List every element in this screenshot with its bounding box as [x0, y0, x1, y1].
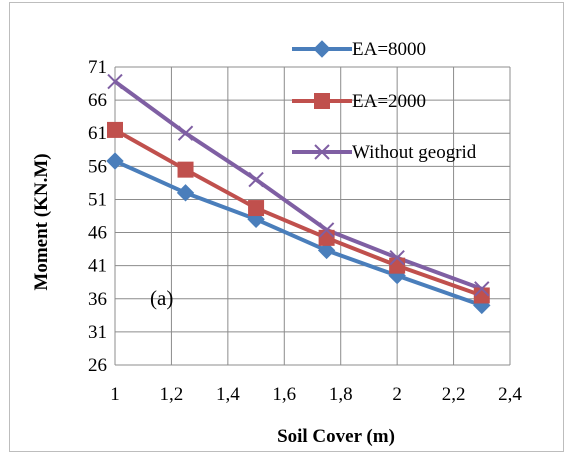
grid-lines: [114, 66, 511, 366]
y-tick-label: 61: [88, 123, 107, 144]
data-point: [474, 281, 490, 297]
legend-label: EA=8000: [352, 39, 426, 60]
y-axis-label: Moment (KN.M): [31, 153, 52, 290]
series-line: [114, 159, 483, 308]
series-markers: [106, 73, 491, 315]
chart-frame: [9, 2, 564, 452]
x-tick-label: 2,2: [442, 384, 466, 405]
y-tick-label: 46: [88, 223, 107, 244]
x-axis-label: Soil Cover (m): [277, 426, 395, 447]
x-tick-label: 1,4: [216, 384, 240, 405]
legend: EA=8000 EA=2000 Without geogrid: [292, 39, 477, 163]
y-tick-label: 56: [88, 156, 107, 177]
data-point: [318, 222, 335, 238]
legend-label: Without geogrid: [352, 142, 477, 163]
data-point: [318, 229, 335, 246]
data-point: [248, 200, 265, 217]
y-tick-label: 66: [88, 90, 107, 111]
y-tick-label: 41: [88, 256, 107, 277]
data-point: [176, 184, 195, 202]
legend-label: EA=2000: [352, 91, 426, 112]
y-tick-label: 26: [88, 355, 107, 376]
data-point: [317, 241, 336, 260]
x-tick-label: 2,4: [498, 384, 522, 405]
data-point: [177, 161, 194, 178]
data-point: [106, 152, 124, 170]
x-tick-label: 1,2: [160, 384, 184, 405]
data-point: [107, 73, 123, 90]
x-tick-label: 1: [110, 384, 120, 405]
data-point: [107, 121, 123, 138]
series-lines: [113, 79, 483, 308]
y-tick-label: 71: [88, 57, 107, 78]
data-point: [389, 250, 405, 266]
panel-annotation: (a): [150, 286, 173, 310]
y-tick-label: 31: [88, 322, 107, 343]
legend-marker: [314, 93, 330, 109]
legend-marker: [314, 144, 330, 160]
x-tick-label: 1,8: [329, 384, 353, 405]
x-tick-label: 2: [392, 384, 402, 405]
tick-labels: 26 31 36 41 46 51 56 61 66 71 1 1,2 1,4 1,6 1,8 2 2,2 2,4: [88, 57, 522, 405]
series-line: [114, 128, 483, 298]
x-tick-label: 1,6: [272, 384, 296, 405]
data-point: [389, 257, 406, 274]
data-point: [248, 171, 264, 188]
y-tick-label: 36: [88, 289, 107, 310]
series-line: [113, 79, 483, 291]
data-point: [177, 125, 194, 141]
y-tick-label: 51: [88, 189, 107, 210]
legend-marker: [313, 40, 331, 58]
